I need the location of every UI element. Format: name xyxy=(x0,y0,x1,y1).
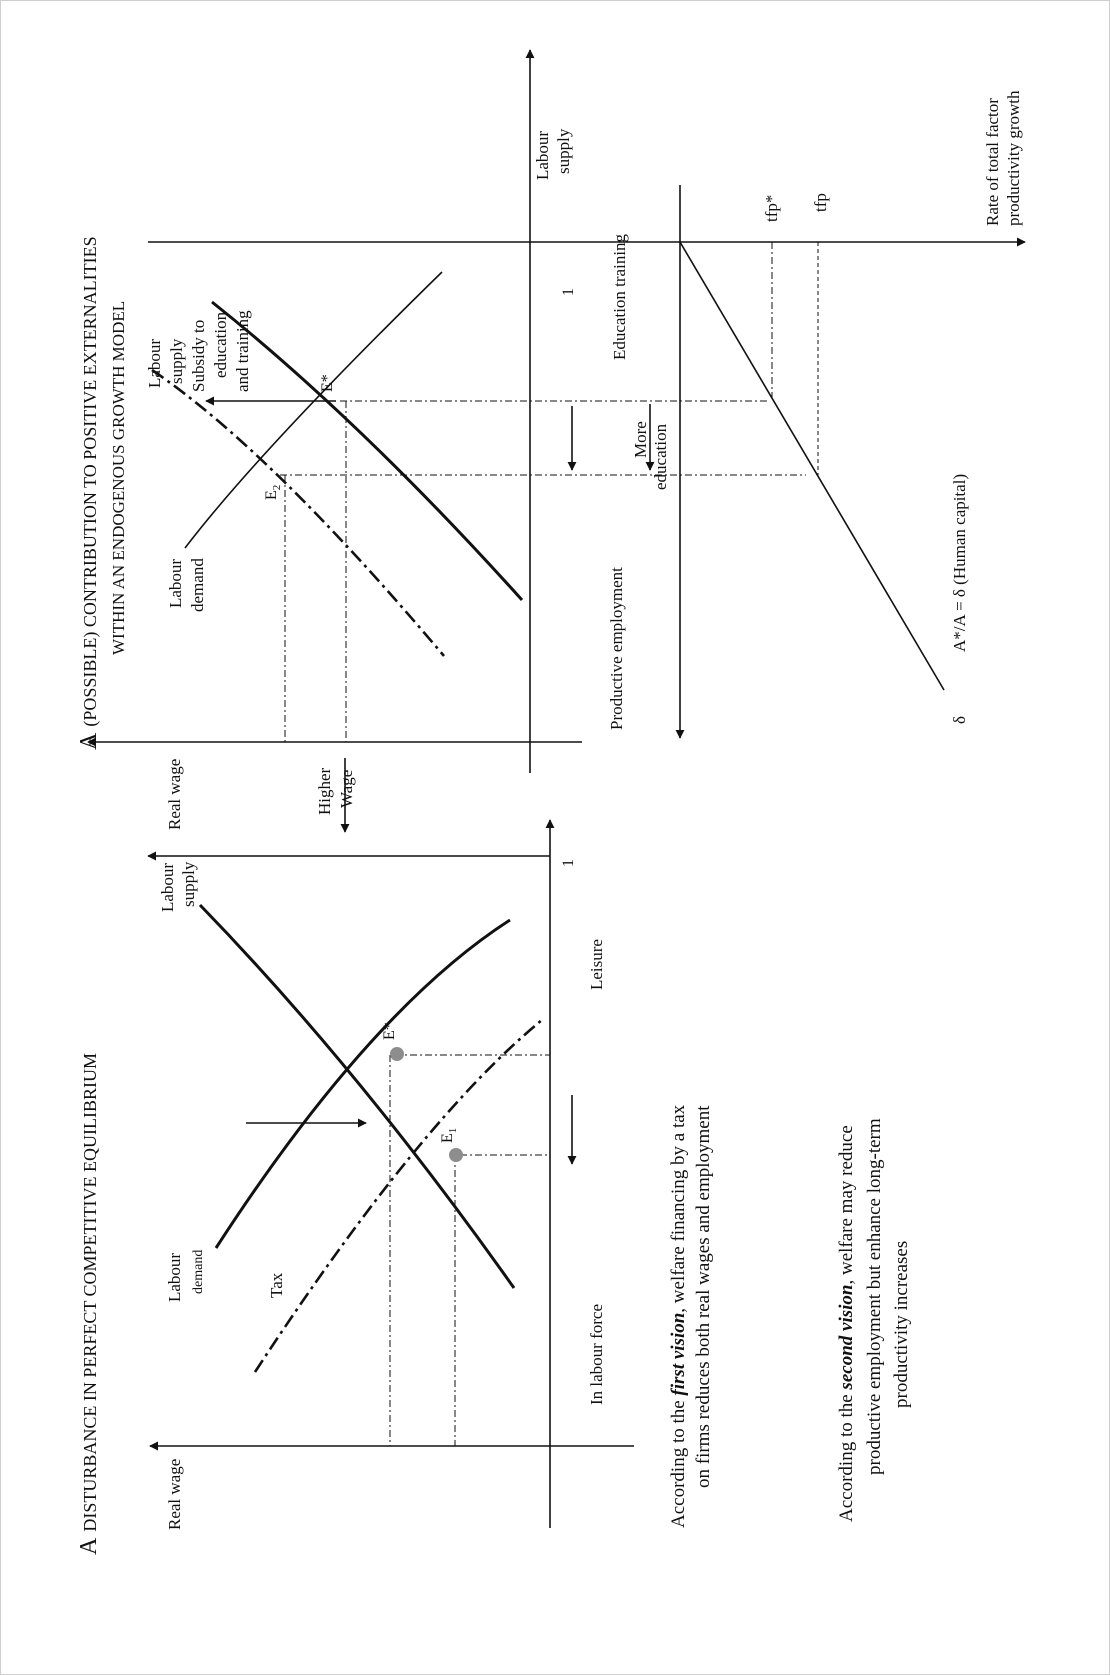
right-labour-supply-axis-label-1: Labour xyxy=(533,131,552,180)
left-panel-title: A DISTURBANCE IN PERFECT COMPETITIVE EQUI… xyxy=(76,1053,102,1555)
left-real-wage-label: Real wage xyxy=(165,1459,184,1530)
left-labour-supply-curve xyxy=(198,903,516,1289)
left-labour-demand-curve xyxy=(214,918,511,1249)
right-more-education-label-2: education xyxy=(651,423,670,490)
left-axis-one-label: 1 xyxy=(560,859,577,867)
left-caption-1-line-1: According to the first vision, welfare f… xyxy=(668,1104,689,1528)
right-subsidy-label-3: and training xyxy=(233,310,252,392)
right-real-wage-label: Real wage xyxy=(165,759,184,830)
right-panel-title: A (POSSIBLE) CONTRIBUTION TO POSITIVE EXT… xyxy=(76,236,102,750)
left-labour-supply-label-2: supply xyxy=(179,861,198,907)
caption1-post: , welfare financing by a tax xyxy=(668,1104,689,1312)
right-e-star-label: E* xyxy=(319,374,336,392)
left-caption-2-line-2: productive employment but enhance long-t… xyxy=(864,1118,885,1475)
left-labour-demand-label-1: Labour xyxy=(165,1253,184,1302)
left-title-lead: A xyxy=(76,1537,102,1555)
right-shifted-supply-curve xyxy=(151,368,445,657)
right-labour-supply-axis-label-2: supply xyxy=(554,128,573,174)
right-labour-supply-label-2: supply xyxy=(167,338,186,384)
caption2-pre: According to the xyxy=(836,1390,857,1522)
left-caption-1-line-2: on firms reduces both real wages and emp… xyxy=(693,1105,714,1488)
right-labour-supply-label-1: Labour xyxy=(145,339,164,388)
left-e1-main: E xyxy=(439,1133,456,1143)
left-tax-label: Tax xyxy=(267,1272,286,1298)
left-e1-sub: 1 xyxy=(447,1128,459,1134)
right-tfp-star-label: tfp* xyxy=(762,195,781,222)
right-delta-label: δ xyxy=(950,716,969,724)
right-labour-demand-label-1: Labour xyxy=(166,559,185,608)
right-title-lead: A xyxy=(76,732,102,750)
right-labour-supply-curve xyxy=(211,300,524,602)
left-panel: A DISTURBANCE IN PERFECT COMPETITIVE EQUI… xyxy=(76,819,912,1555)
right-e2-main: E xyxy=(263,490,280,500)
left-leisure-label: Leisure xyxy=(587,939,606,990)
left-e-star-label: E* xyxy=(381,1022,398,1040)
left-e1-label: E1 xyxy=(439,1128,459,1143)
right-human-capital-line xyxy=(679,241,945,691)
right-productive-employment-label: Productive employment xyxy=(607,567,626,730)
caption2-emphasis: second vision xyxy=(836,1285,857,1391)
right-e2-label: E2 xyxy=(263,485,283,500)
left-shifted-demand-curve xyxy=(253,1018,543,1373)
right-axis-one-label: 1 xyxy=(560,288,577,296)
right-subsidy-label-2: education xyxy=(211,311,230,378)
right-tfp-label: tfp xyxy=(811,193,830,212)
right-panel: A (POSSIBLE) CONTRIBUTION TO POSITIVE EXT… xyxy=(76,49,1026,833)
right-higher-wage-label-2: Wage xyxy=(337,770,356,808)
right-e2-sub: 2 xyxy=(271,485,283,491)
right-more-education-label-1: More xyxy=(631,421,650,458)
right-panel-subtitle: WITHIN AN ENDOGENOUS GROWTH MODEL xyxy=(109,301,128,655)
right-human-capital-label: A*/A = δ (Human capital) xyxy=(950,474,969,652)
left-e-star-point xyxy=(390,1047,404,1061)
left-caption-2-line-1: According to the second vision, welfare … xyxy=(836,1125,857,1522)
right-higher-wage-label-1: Higher xyxy=(315,767,334,815)
caption1-pre: According to the xyxy=(668,1396,689,1528)
left-title-rest: DISTURBANCE IN PERFECT COMPETITIVE EQUIL… xyxy=(80,1053,100,1532)
left-labour-supply-label-1: Labour xyxy=(158,863,177,912)
caption1-emphasis: first vision xyxy=(668,1313,689,1396)
right-tfp-axis-label-1: Rate of total factor xyxy=(983,98,1002,226)
right-subsidy-label-1: Subsidy to xyxy=(189,320,208,392)
right-education-training-label: Education training xyxy=(610,233,629,360)
left-caption-2-line-3: productivity increases xyxy=(891,1241,912,1408)
left-labour-demand-label-2: demand xyxy=(191,1250,206,1294)
caption2-post: , welfare may reduce xyxy=(836,1125,857,1284)
left-in-labour-force-label: In labour force xyxy=(587,1304,606,1405)
left-e1-point xyxy=(449,1148,463,1162)
right-tfp-axis-label-2: productivity growth xyxy=(1004,90,1023,226)
right-labour-demand-curve xyxy=(184,271,443,549)
right-title-rest: (POSSIBLE) CONTRIBUTION TO POSITIVE EXTE… xyxy=(80,236,101,726)
right-labour-demand-label-2: demand xyxy=(188,558,207,612)
